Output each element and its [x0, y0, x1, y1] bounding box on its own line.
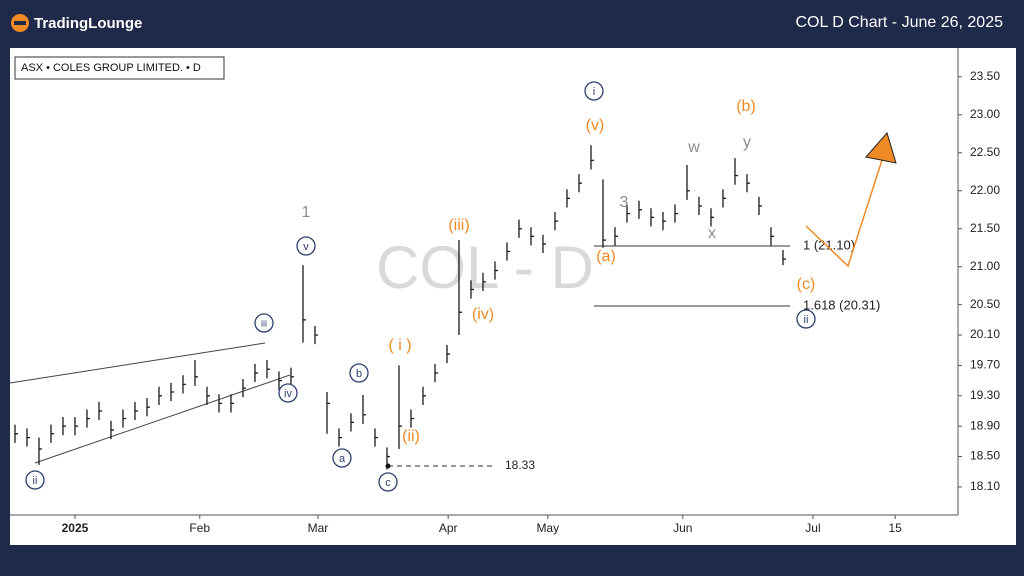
projection — [805, 159, 883, 268]
wave-circle — [349, 363, 369, 383]
x-tick-label: 2025 — [62, 521, 89, 535]
wave-label: ( i ) — [388, 337, 411, 354]
x-tick-label: Jun — [673, 521, 692, 535]
header-title: COL D Chart - June 26, 2025 — [795, 14, 1003, 31]
wave-label: iii — [261, 318, 267, 328]
level-dot — [385, 463, 391, 469]
y-tick-label: 19.30 — [970, 388, 1000, 402]
chart-panel — [10, 48, 1016, 545]
wave-label: (c) — [797, 276, 816, 293]
wave-label: b — [356, 368, 362, 380]
wave-label: c — [385, 477, 391, 489]
level-label: 1.618 (20.31) — [803, 297, 880, 312]
y-tick-label: 18.50 — [970, 449, 1000, 463]
x-tick-label: Feb — [189, 521, 210, 535]
y-tick-label: 21.50 — [970, 221, 1000, 235]
x-tick-label: May — [536, 521, 559, 535]
wave-label: (iv) — [472, 306, 494, 323]
wave-label: (v) — [586, 117, 605, 134]
wave-label: x — [708, 225, 716, 242]
y-tick-label: 20.10 — [970, 327, 1000, 341]
wave-circle — [254, 313, 274, 333]
wave-label: ii — [33, 475, 38, 487]
wave-label: 3 — [620, 194, 629, 211]
watermark: COL - D — [376, 234, 594, 301]
wave-label: ii — [804, 314, 809, 326]
y-tick-label: 22.50 — [970, 145, 1000, 159]
y-tick-label: 20.50 — [970, 297, 1000, 311]
wave-circle — [25, 470, 45, 490]
wave-label: (ii) — [402, 428, 420, 445]
y-tick-label: 18.90 — [970, 418, 1000, 432]
x-tick-label: Jul — [805, 521, 820, 535]
x-tick-label: Apr — [439, 521, 458, 535]
wave-circle — [584, 81, 604, 101]
wave-circle — [278, 383, 298, 403]
y-tick-label: 19.70 — [970, 358, 1000, 372]
logo: TradingLounge — [34, 15, 142, 32]
trendline — [34, 374, 291, 464]
x-tick-label: Mar — [308, 521, 329, 535]
marks: 23.50 23.00 22.50 22.00 21.50 21.00 20.50 20.10… — [14, 69, 1000, 535]
logo-icon-bar — [14, 21, 26, 25]
y-tick-label: 22.00 — [970, 183, 1000, 197]
y-tick-label: 23.00 — [970, 107, 1000, 121]
y-tick-label: 21.00 — [970, 259, 1000, 273]
wave-circle — [296, 236, 316, 256]
legend-box — [14, 56, 225, 80]
wave-label: a — [339, 453, 346, 465]
y-tick-label: 18.10 — [970, 479, 1000, 493]
wave-label: iv — [284, 388, 292, 400]
wave-label: w — [687, 139, 700, 156]
wave-circle — [332, 448, 352, 468]
wave-label: (iii) — [448, 217, 469, 234]
wave-label: y — [743, 134, 751, 151]
wave-label: (a) — [596, 248, 616, 265]
projection-arrow — [865, 131, 897, 164]
wave-circle — [378, 472, 398, 492]
wave-circle — [796, 309, 816, 329]
wave-label: i — [593, 86, 595, 98]
wave-label: (b) — [736, 98, 756, 115]
wave-label: v — [303, 241, 309, 253]
trendline — [9, 342, 266, 384]
level-label: 1 (21.10) — [803, 237, 855, 252]
level-label: 18.33 — [505, 458, 535, 472]
wave-label: 1 — [302, 204, 311, 221]
y-tick-label: 23.50 — [970, 69, 1000, 83]
legend-text: ASX • COLES GROUP LIMITED. • D — [21, 62, 201, 74]
x-tick-label: 15 — [889, 521, 903, 535]
